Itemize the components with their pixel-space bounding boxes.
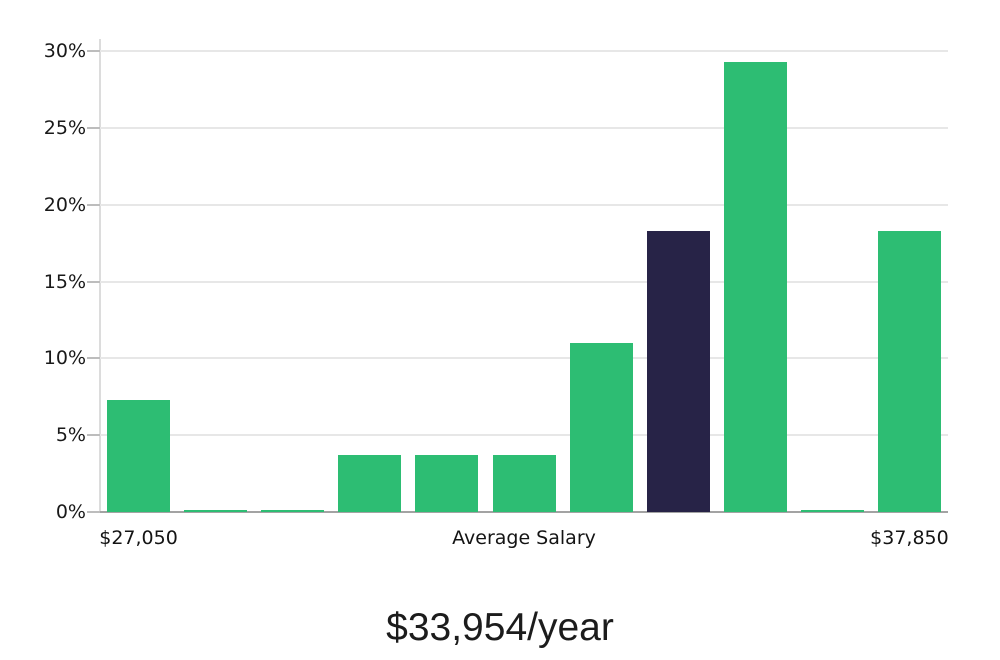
histogram-bar[interactable] [877, 230, 941, 512]
y-axis-tick-label: 0% [55, 501, 86, 523]
y-axis-tick-label: 5% [55, 424, 86, 447]
x-axis-label-first-bar: $27,050 [99, 527, 178, 549]
gridline [100, 126, 948, 129]
y-axis-tick-label: 30% [43, 40, 86, 62]
y-axis-tick-label: 15% [43, 270, 86, 293]
y-axis-line [99, 39, 101, 512]
y-axis-tick [87, 357, 100, 360]
gridline [100, 434, 948, 437]
gridline [100, 203, 948, 206]
y-axis-tick-label: 25% [43, 116, 86, 139]
gridline [100, 280, 948, 283]
histogram-bar[interactable] [184, 510, 248, 512]
histogram-bar[interactable] [415, 455, 479, 512]
y-axis-tick [87, 511, 100, 513]
gridline [100, 50, 948, 52]
histogram-bar[interactable] [569, 342, 633, 512]
histogram-bar[interactable] [107, 399, 171, 512]
gridline [100, 357, 948, 360]
histogram-bar[interactable] [800, 510, 864, 512]
histogram-bar-average[interactable] [646, 230, 710, 512]
average-salary-title: $33,954/year [386, 606, 614, 649]
histogram-bar[interactable] [261, 510, 325, 512]
y-axis-tick [87, 50, 100, 52]
plot-area [87, 39, 948, 513]
y-axis-tick-label: 10% [43, 347, 86, 370]
y-axis-tick [87, 203, 100, 206]
y-axis-tick-label: 20% [43, 193, 86, 216]
x-axis-label-plot-center: Average Salary [452, 527, 596, 549]
histogram-bar[interactable] [338, 455, 402, 512]
x-axis-baseline [100, 511, 948, 513]
histogram-bar[interactable] [723, 61, 787, 512]
histogram-bar[interactable] [492, 455, 556, 512]
y-axis-tick [87, 126, 100, 129]
y-axis-tick [87, 280, 100, 283]
y-axis-tick [87, 434, 100, 437]
x-axis-label-last-bar: $37,850 [870, 527, 949, 549]
